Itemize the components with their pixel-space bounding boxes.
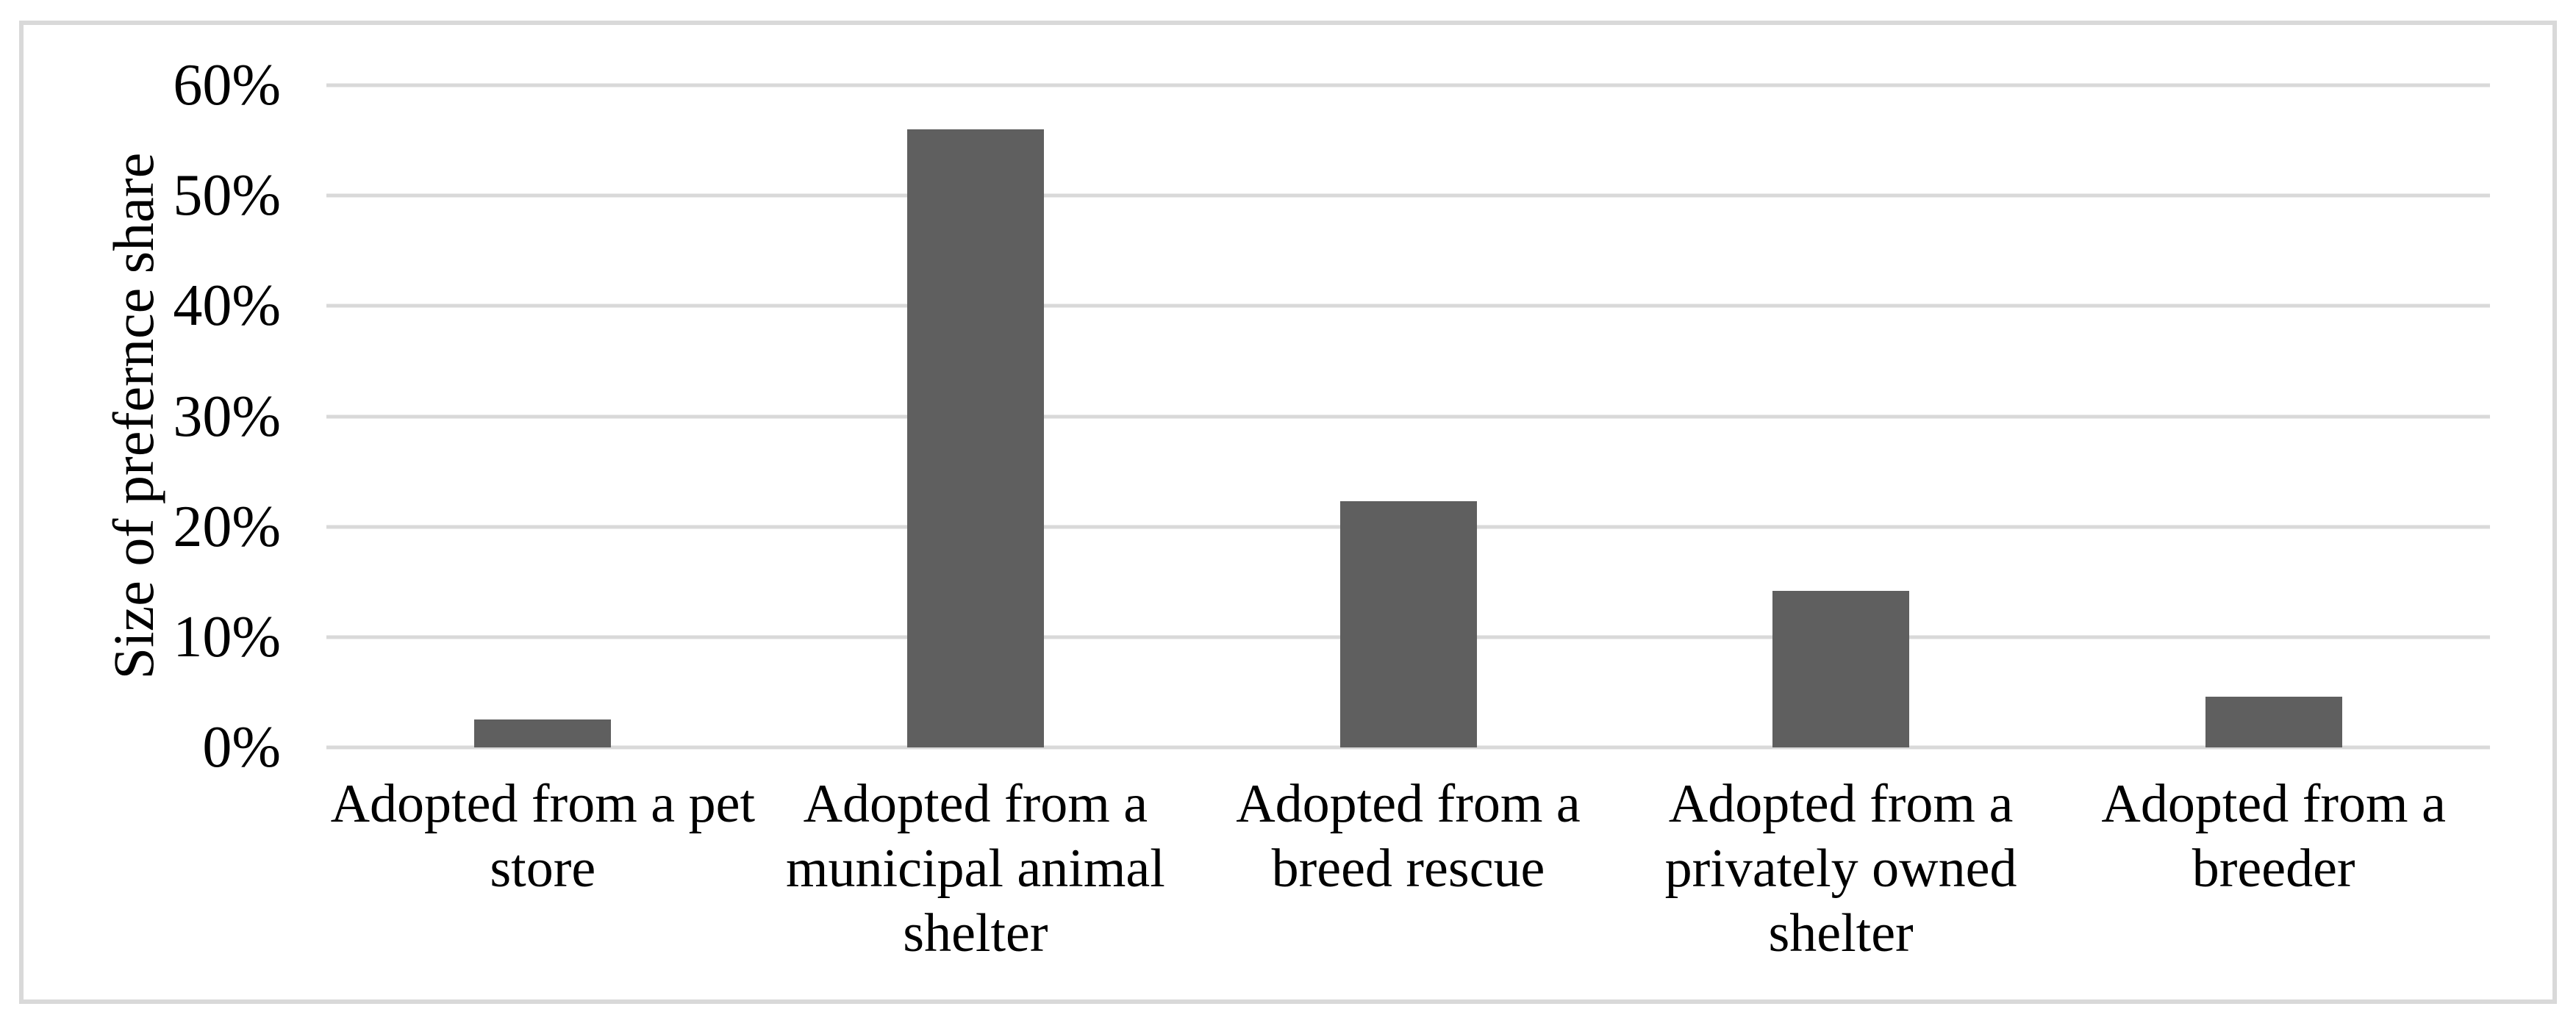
gridline-0 [326, 745, 2490, 750]
bar-4 [1772, 590, 1910, 747]
bar-5 [2205, 696, 2342, 747]
y-tick-label-20: 20% [173, 494, 281, 559]
bar-3 [1339, 501, 1477, 747]
gridline-40 [326, 304, 2490, 308]
y-tick-label-50: 50% [173, 163, 281, 229]
gridline-30 [326, 414, 2490, 418]
category-label-1: Adopted from a pet store [330, 774, 756, 899]
y-tick-label-30: 30% [173, 384, 281, 449]
gridline-60 [326, 83, 2490, 87]
bar-1 [474, 719, 612, 747]
category-label-4: Adopted from a privately owned shelter [1664, 774, 2017, 963]
y-tick-label-40: 40% [173, 273, 281, 339]
y-tick-label-10: 10% [173, 604, 281, 670]
chart-frame [19, 21, 2557, 1004]
category-label-3: Adopted from a breed rescue [1236, 774, 1581, 899]
y-tick-label-60: 60% [173, 53, 281, 118]
category-label-5: Adopted from a breeder [2101, 774, 2446, 899]
category-label-2: Adopted from a municipal animal shelter [785, 774, 1165, 963]
plot-area [326, 83, 2490, 750]
x-axis-category-labels: Adopted from a pet store Adopted from a m… [326, 772, 2490, 966]
y-tick-label-0: 0% [202, 715, 281, 780]
gridline-50 [326, 193, 2490, 198]
bar-2 [906, 129, 1044, 747]
